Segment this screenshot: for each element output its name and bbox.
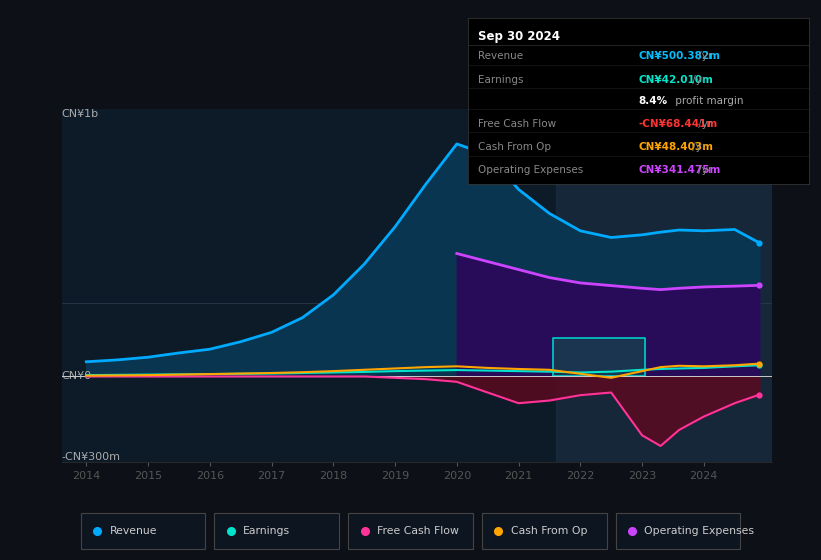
Text: Operating Expenses: Operating Expenses (478, 165, 584, 175)
Text: Cash From Op: Cash From Op (511, 526, 587, 535)
Text: Free Cash Flow: Free Cash Flow (478, 119, 557, 129)
Text: Revenue: Revenue (109, 526, 157, 535)
Text: Earnings: Earnings (478, 74, 524, 85)
FancyBboxPatch shape (214, 512, 339, 549)
Text: 8.4%: 8.4% (639, 96, 667, 106)
Text: CN¥0: CN¥0 (62, 371, 92, 381)
Text: CN¥500.382m: CN¥500.382m (639, 52, 720, 62)
Text: Revenue: Revenue (478, 52, 523, 62)
Text: /yr: /yr (690, 142, 707, 152)
Text: CN¥1b: CN¥1b (62, 109, 99, 119)
Text: profit margin: profit margin (672, 96, 744, 106)
Text: CN¥42.010m: CN¥42.010m (639, 74, 713, 85)
FancyBboxPatch shape (482, 512, 607, 549)
Text: -CN¥68.441m: -CN¥68.441m (639, 119, 718, 129)
Text: Sep 30 2024: Sep 30 2024 (478, 30, 560, 43)
Text: /yr: /yr (690, 74, 707, 85)
FancyBboxPatch shape (616, 512, 741, 549)
Text: -CN¥300m: -CN¥300m (62, 452, 121, 462)
Text: Cash From Op: Cash From Op (478, 142, 551, 152)
Text: /yr: /yr (695, 119, 712, 129)
Text: /yr: /yr (695, 165, 712, 175)
Text: Free Cash Flow: Free Cash Flow (377, 526, 459, 535)
Text: Operating Expenses: Operating Expenses (644, 526, 754, 535)
Text: CN¥341.475m: CN¥341.475m (639, 165, 721, 175)
Text: /yr: /yr (695, 52, 712, 62)
FancyBboxPatch shape (348, 512, 473, 549)
Polygon shape (553, 338, 645, 376)
FancyBboxPatch shape (80, 512, 205, 549)
Text: Earnings: Earnings (243, 526, 291, 535)
Bar (556, 109, 772, 462)
Text: CN¥48.403m: CN¥48.403m (639, 142, 713, 152)
